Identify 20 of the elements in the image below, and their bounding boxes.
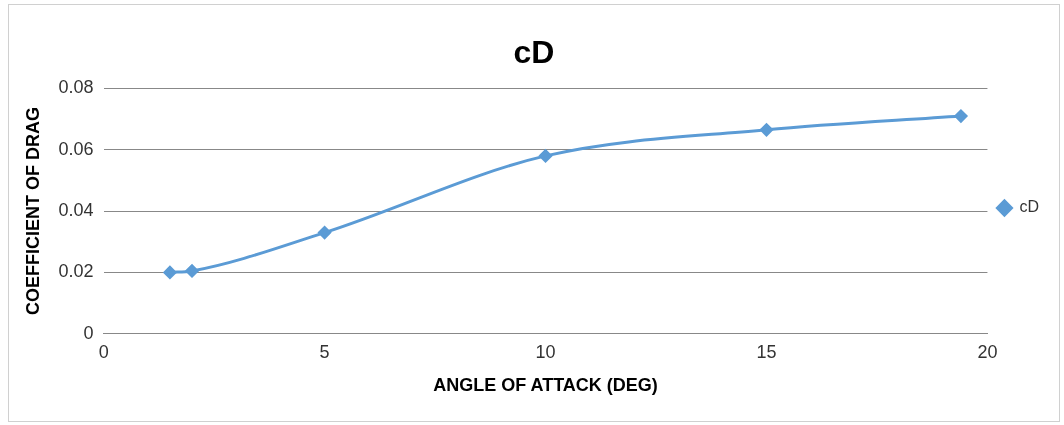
legend-label: cD — [1019, 198, 1040, 216]
point — [163, 265, 177, 279]
y-tick-label: 0 — [83, 322, 94, 343]
x-tick-label: 15 — [756, 341, 777, 362]
y-tick-label: 0.04 — [58, 200, 94, 221]
y-tick-label: 0.02 — [58, 261, 94, 282]
point — [318, 226, 332, 240]
x-axis-title: ANGLE OF ATTACK (DEG) — [433, 375, 658, 396]
x-tick-label: 20 — [977, 341, 998, 362]
x-tick-label: 5 — [319, 341, 330, 362]
y-tick-label: 0.06 — [58, 138, 94, 159]
point — [539, 149, 553, 163]
x-tick-label: 0 — [98, 341, 109, 362]
y-tick-label: 0.08 — [58, 77, 94, 98]
y-axis-title: COEFFICIENT OF DRAG — [22, 107, 43, 316]
point — [185, 264, 199, 278]
point — [954, 109, 968, 123]
x-tick-label: 10 — [535, 341, 556, 362]
point — [759, 123, 773, 137]
chart-title: cD — [513, 34, 555, 71]
